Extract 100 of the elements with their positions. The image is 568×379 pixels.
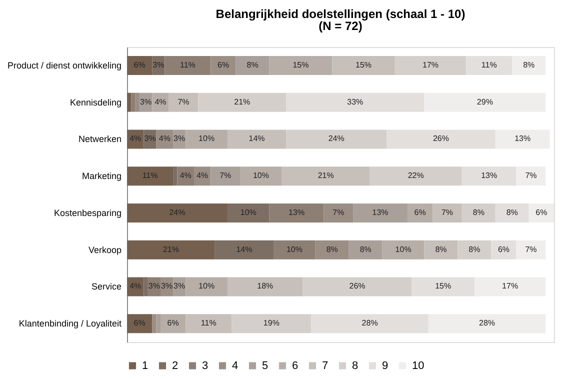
data-label: 6% <box>218 60 230 70</box>
bar <box>412 277 474 296</box>
data-label: 29% <box>476 97 493 106</box>
legend-label: 5 <box>262 360 268 372</box>
bar <box>127 203 228 222</box>
bar <box>424 240 458 260</box>
bar <box>528 203 554 222</box>
data-label: 13% <box>514 134 531 144</box>
data-label: 15% <box>356 60 372 70</box>
bar <box>462 166 516 186</box>
bar <box>382 240 424 260</box>
data-label: 3% <box>174 282 186 291</box>
bar <box>302 277 412 296</box>
data-label: 10% <box>286 244 302 254</box>
data-label: 26% <box>432 134 449 144</box>
data-label: 8% <box>435 244 447 254</box>
data-label: 3% <box>148 282 160 291</box>
bar <box>432 203 462 222</box>
y-tick-label: Marketing <box>82 171 122 182</box>
bar <box>144 277 148 296</box>
bar <box>348 240 382 260</box>
data-label: 13% <box>288 208 305 217</box>
data-label: 14% <box>248 134 265 144</box>
data-label: 8% <box>506 208 518 217</box>
data-label: 10% <box>240 208 256 217</box>
bar <box>164 56 211 75</box>
data-label: 6% <box>498 244 510 254</box>
data-label: 17% <box>502 282 518 291</box>
data-label: 7% <box>525 171 537 180</box>
bar <box>227 203 270 222</box>
data-label: 15% <box>292 60 309 70</box>
legend-label: 3 <box>202 360 208 372</box>
chart-subtitle: (N = 72) <box>318 19 362 33</box>
legend-label: 9 <box>382 360 388 372</box>
bar <box>173 166 178 186</box>
legend-label: 10 <box>412 360 424 372</box>
y-tick-label: Kostenbesparing <box>54 208 122 218</box>
bar <box>462 203 496 222</box>
legend-label: 6 <box>292 360 298 372</box>
bar <box>286 92 424 112</box>
data-label: 8% <box>468 244 480 254</box>
data-label: 11% <box>180 60 196 70</box>
data-label: 26% <box>349 282 366 291</box>
data-label: 28% <box>479 318 496 328</box>
bar <box>466 56 512 75</box>
y-tick-label: Verkoop <box>88 244 122 255</box>
bar <box>424 92 546 112</box>
bar <box>160 314 186 334</box>
y-tick-label: Netwerken <box>78 134 122 144</box>
bar <box>269 56 332 75</box>
legend-label: 8 <box>352 360 358 372</box>
bar <box>269 203 324 222</box>
data-label: 6% <box>134 318 146 328</box>
data-label: 3% <box>144 134 156 144</box>
data-label: 10% <box>198 134 215 144</box>
bar <box>282 166 370 186</box>
data-label: 24% <box>328 134 344 144</box>
data-label: 7% <box>178 97 190 106</box>
bar <box>512 56 546 75</box>
data-label: 10% <box>395 244 412 254</box>
data-label: 8% <box>360 244 372 254</box>
bar <box>131 92 136 112</box>
legend-label: 7 <box>322 360 328 372</box>
data-label: 8% <box>472 208 484 217</box>
data-label: 4% <box>158 134 170 144</box>
bar <box>127 92 132 112</box>
data-label: 10% <box>198 282 215 291</box>
chart-title: Belangrijkheid doelstellingen (schaal 1 - 10) <box>216 7 466 21</box>
data-label: 8% <box>246 60 258 70</box>
data-label: 6% <box>536 208 548 217</box>
bar <box>315 240 349 260</box>
bar <box>177 166 194 186</box>
data-label: 10% <box>252 171 269 180</box>
bar <box>186 314 232 334</box>
data-label: 24% <box>169 208 186 217</box>
bar <box>516 166 546 186</box>
data-label: 11% <box>481 60 497 70</box>
bar <box>274 240 316 260</box>
data-label: 11% <box>142 171 158 180</box>
legend-label: 1 <box>142 360 148 372</box>
bar <box>227 130 286 149</box>
data-label: 22% <box>408 171 424 180</box>
data-label: 6% <box>414 208 426 217</box>
bar <box>210 166 240 186</box>
data-label: 8% <box>523 60 535 70</box>
data-label: 6% <box>134 60 146 70</box>
bar <box>135 92 140 112</box>
bar <box>127 166 174 186</box>
bar <box>491 240 516 260</box>
data-label: 4% <box>154 97 166 106</box>
y-tick-label: Kennisdeling <box>70 97 122 108</box>
bar <box>495 130 550 149</box>
data-label: 19% <box>263 318 280 328</box>
bar <box>152 314 156 334</box>
data-label: 13% <box>372 208 388 217</box>
bar <box>286 130 387 149</box>
data-label: 7% <box>525 244 537 254</box>
bar <box>386 130 496 149</box>
bar <box>232 314 312 334</box>
bar <box>407 203 433 222</box>
